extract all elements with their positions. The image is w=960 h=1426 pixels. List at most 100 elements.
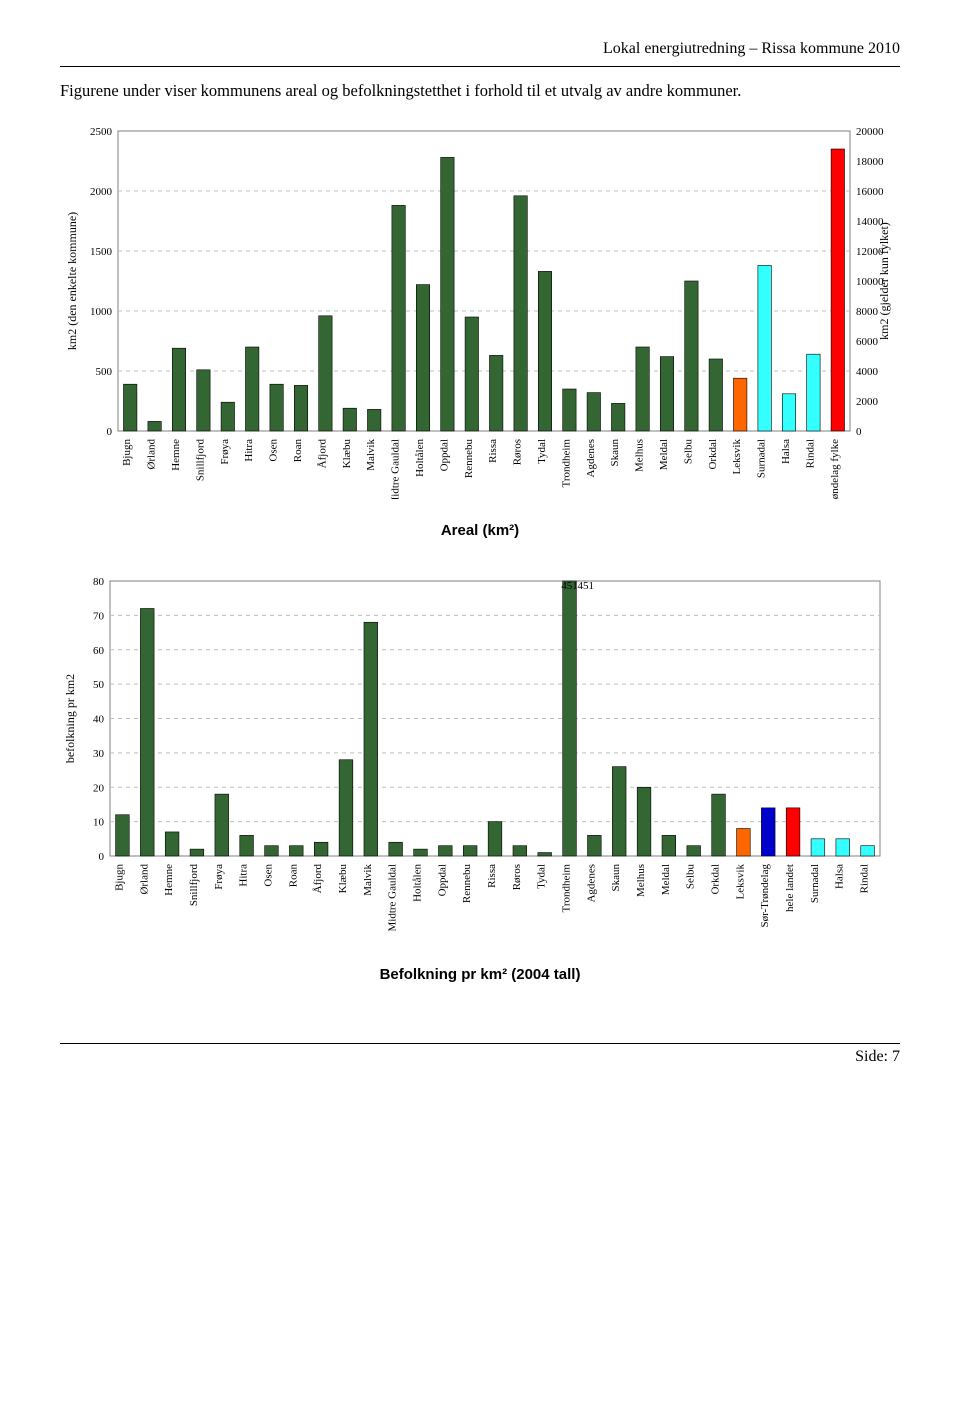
svg-text:Malvik: Malvik [365,439,377,471]
svg-text:Leksvik: Leksvik [731,439,743,475]
svg-text:Klæbu: Klæbu [337,864,349,894]
svg-text:Snillfjord: Snillfjord [188,864,200,907]
svg-text:Selbu: Selbu [682,439,694,465]
footer-rule [60,1043,900,1044]
svg-text:Osen: Osen [268,439,280,462]
svg-text:0: 0 [99,851,105,863]
svg-text:2500: 2500 [90,126,113,138]
svg-text:Åfjord: Åfjord [316,439,328,469]
svg-text:Rennebu: Rennebu [463,439,475,479]
svg-text:km2 (den enkelte kommune): km2 (den enkelte kommune) [65,212,79,350]
svg-text:Roan: Roan [287,864,299,888]
svg-text:Meldal: Meldal [660,864,672,895]
svg-text:Orkdal: Orkdal [707,439,719,470]
svg-text:70: 70 [93,610,105,622]
svg-text:0: 0 [107,426,113,438]
svg-text:Holtålen: Holtålen [414,439,426,477]
footer-right: Side: 7 [60,1048,900,1066]
svg-text:Midtre Gauldal: Midtre Gauldal [390,439,402,499]
svg-text:Rissa: Rissa [487,439,499,463]
svg-text:451: 451 [578,580,595,592]
svg-text:500: 500 [96,366,113,378]
svg-text:1000: 1000 [90,306,113,318]
svg-text:Hemne: Hemne [163,864,175,896]
svg-text:hele landet: hele landet [784,864,796,912]
svg-text:Melhus: Melhus [635,864,647,897]
svg-text:Åfjord: Åfjord [312,864,324,894]
svg-text:18000: 18000 [856,156,884,168]
svg-text:Leksvik: Leksvik [734,864,746,900]
svg-text:Snillfjord: Snillfjord [194,439,206,482]
svg-text:Midtre Gauldal: Midtre Gauldal [387,864,399,932]
svg-text:Agdenes: Agdenes [585,864,597,903]
svg-text:Bjugn: Bjugn [121,439,133,466]
header-right: Lokal energiutredning – Rissa kommune 20… [60,40,900,58]
svg-text:Surnadal: Surnadal [809,864,821,903]
svg-text:Frøya: Frøya [213,864,225,890]
svg-text:6000: 6000 [856,336,879,348]
svg-text:10: 10 [93,817,105,829]
svg-text:Malvik: Malvik [362,864,374,896]
header-rule [60,66,900,67]
svg-text:Rindal: Rindal [859,864,871,893]
svg-text:Rindal: Rindal [804,439,816,468]
svg-text:Trondheim: Trondheim [560,439,572,488]
chart-1-wrap: 0500100015002000250002000400060008000100… [60,119,900,539]
svg-text:30: 30 [93,748,105,760]
svg-text:80: 80 [93,576,105,588]
svg-text:Rissa: Rissa [486,864,498,888]
svg-text:Klæbu: Klæbu [341,439,353,469]
chart-2-wrap: 0 10 20 30 40 50 60 70 80 Bjugn Ørland Hemne Snillfj… [60,569,900,983]
svg-text:km2 (gjelder kun fylket): km2 (gjelder kun fylket) [877,222,891,340]
svg-text:1500: 1500 [90,246,113,258]
svg-text:Røros: Røros [512,439,524,465]
svg-text:8000: 8000 [856,306,879,318]
svg-text:Oppdal: Oppdal [436,864,448,896]
svg-text:Sør-Trøndelag: Sør-Trøndelag [759,864,771,928]
svg-text:Osen: Osen [262,864,274,887]
svg-text:451: 451 [561,580,578,592]
svg-text:Orkdal: Orkdal [710,864,722,895]
svg-text:Bjugn: Bjugn [113,864,125,891]
svg-text:Selbu: Selbu [685,864,697,890]
svg-text:Hitra: Hitra [243,439,255,462]
svg-text:Halsa: Halsa [780,439,792,464]
svg-text:60: 60 [93,645,105,657]
svg-text:Røros: Røros [511,864,523,890]
svg-text:Meldal: Meldal [658,439,670,470]
svg-text:Frøya: Frøya [219,439,231,465]
svg-text:Ørland: Ørland [138,864,150,895]
svg-text:Sør-Trøndelag fylke: Sør-Trøndelag fylke [829,439,841,499]
befolkning-chart: 0 10 20 30 40 50 60 70 80 Bjugn Ørland Hemne Snillfj… [60,569,900,939]
svg-text:20000: 20000 [856,126,884,138]
svg-text:Hitra: Hitra [238,864,250,887]
svg-text:20: 20 [93,782,105,794]
svg-text:befolkning pr km2: befolkning pr km2 [63,674,77,763]
svg-text:Roan: Roan [292,439,304,463]
svg-text:Surnadal: Surnadal [756,439,768,478]
svg-text:Ørland: Ørland [146,439,158,470]
svg-text:Tydal: Tydal [536,864,548,889]
svg-text:40: 40 [93,714,105,726]
page: Lokal energiutredning – Rissa kommune 20… [0,0,960,1106]
areal-chart: 0500100015002000250002000400060008000100… [60,119,900,499]
svg-text:Holtålen: Holtålen [411,864,423,902]
svg-text:Agdenes: Agdenes [585,439,597,478]
svg-text:2000: 2000 [856,396,879,408]
svg-text:Melhus: Melhus [634,439,646,472]
svg-text:50: 50 [93,679,105,691]
svg-text:Trondheim: Trondheim [561,864,573,913]
svg-text:Rennebu: Rennebu [461,864,473,904]
svg-text:0: 0 [856,426,862,438]
intro-text: Figurene under viser kommunens areal og … [60,81,900,101]
svg-text:Skaun: Skaun [609,439,621,467]
svg-text:Hemne: Hemne [170,439,182,471]
chart-1-title: Areal (km²) [60,522,900,539]
svg-text:Tydal: Tydal [536,439,548,464]
svg-text:Halsa: Halsa [834,864,846,889]
svg-text:Skaun: Skaun [610,864,622,892]
svg-text:2000: 2000 [90,186,113,198]
svg-text:16000: 16000 [856,186,884,198]
svg-text:Oppdal: Oppdal [438,439,450,471]
svg-text:4000: 4000 [856,366,879,378]
